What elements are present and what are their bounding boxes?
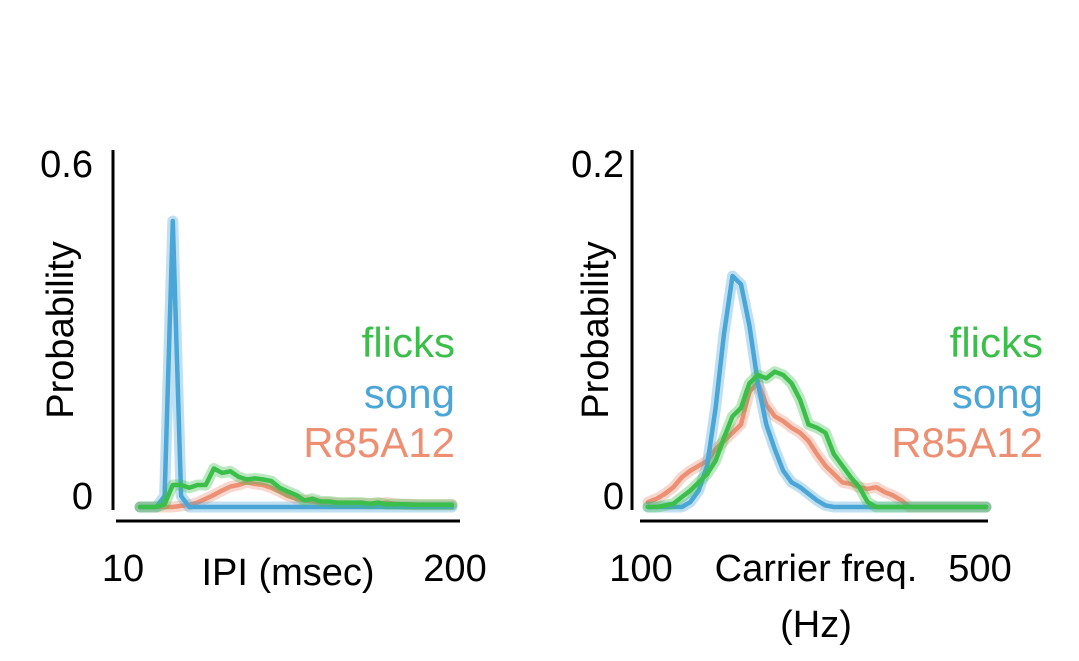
- legend-r85a12: R85A12: [303, 419, 455, 466]
- x-tick-label-right: 200: [423, 548, 486, 590]
- y-axis-label: Probability: [575, 241, 617, 418]
- legend-flicks: flicks: [950, 319, 1043, 366]
- x-axis-label: IPI (msec): [201, 552, 374, 594]
- x-tick-label-left: 100: [609, 548, 672, 590]
- y-tick-label-top: 0.6: [40, 144, 93, 186]
- x-axis-label-line2: (Hz): [780, 604, 852, 646]
- series-line-song: [645, 273, 989, 510]
- series-line-song: [137, 218, 455, 510]
- panel-carrier-freq: 0.2 0 100 500 Carrier freq. (Hz) Probabi…: [571, 144, 1043, 646]
- x-tick-label-left: 10: [102, 548, 144, 590]
- y-axis-label: Probability: [40, 241, 82, 418]
- legend-song: song: [364, 370, 455, 417]
- series-line-flicks: [137, 466, 455, 510]
- panel-ipi: 0.6 0 10 200 IPI (msec) Probability flic…: [40, 144, 487, 594]
- y-tick-label-bottom: 0: [603, 476, 624, 518]
- legend-r85a12: R85A12: [891, 419, 1043, 466]
- series-band-song: [642, 270, 992, 513]
- x-tick-label-right: 500: [948, 548, 1011, 590]
- legend-flicks: flicks: [362, 319, 455, 366]
- y-tick-label-top: 0.2: [571, 144, 624, 186]
- x-axis-label-line1: Carrier freq.: [715, 548, 918, 590]
- plot-area-carrier-freq: [642, 270, 992, 513]
- series-line-flicks: [645, 369, 989, 510]
- legend-song: song: [952, 370, 1043, 417]
- y-tick-label-bottom: 0: [72, 476, 93, 518]
- plot-area-ipi: [134, 215, 458, 513]
